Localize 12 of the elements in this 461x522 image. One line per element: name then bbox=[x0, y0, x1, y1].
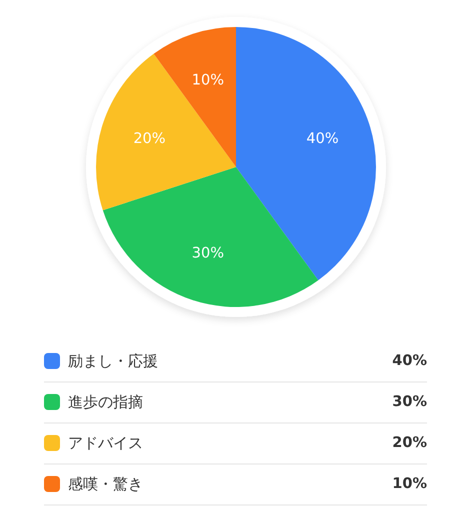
text: 20% bbox=[392, 435, 427, 451]
data-label: 10% bbox=[192, 72, 224, 88]
text: 30% bbox=[392, 394, 427, 410]
legend-label: アドバイス bbox=[68, 434, 143, 452]
legend-label: 感嘆・驚き bbox=[68, 475, 143, 493]
text: 10% bbox=[392, 476, 427, 492]
data-label: 20% bbox=[133, 130, 166, 147]
data-label: 30% bbox=[192, 246, 224, 262]
text: 40% bbox=[392, 353, 427, 369]
legend-label: 進歩の指摘 bbox=[68, 393, 143, 411]
data-label: 40% bbox=[306, 130, 339, 147]
legend-label: 励まし・応援 bbox=[68, 352, 158, 370]
